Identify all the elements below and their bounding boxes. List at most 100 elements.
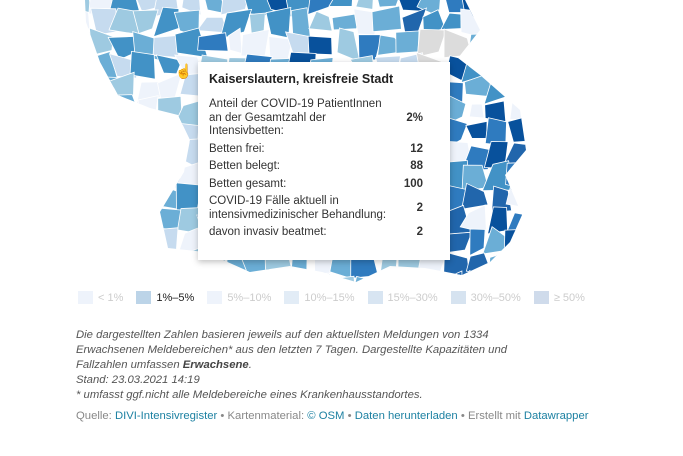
download-data-link[interactable]: Daten herunterladen: [354, 410, 458, 422]
map-region[interactable]: [352, 275, 381, 290]
map-region[interactable]: [373, 272, 407, 290]
map-region[interactable]: [328, 275, 357, 290]
map-region[interactable]: [534, 97, 553, 126]
map-region[interactable]: [155, 54, 183, 75]
legend-item-30-50[interactable]: 30%–50%: [450, 291, 521, 304]
map-region[interactable]: [70, 50, 97, 83]
map-region[interactable]: [73, 35, 89, 56]
map-region[interactable]: [132, 229, 164, 261]
legend-item-1-5[interactable]: 1%–5%: [136, 291, 194, 304]
datawrapper-link[interactable]: Datawrapper: [523, 410, 589, 422]
map-region[interactable]: [72, 7, 91, 35]
map-region[interactable]: [152, 6, 180, 38]
source-link[interactable]: DIVI-Intensivregister: [114, 410, 218, 422]
legend-item-gte50[interactable]: ≥ 50%: [533, 291, 585, 304]
map-region[interactable]: [529, 12, 558, 34]
map-region[interactable]: [117, 185, 139, 216]
map-region[interactable]: [154, 137, 185, 170]
map-region[interactable]: [358, 34, 383, 61]
map-region[interactable]: [108, 144, 141, 170]
map-region[interactable]: [135, 143, 162, 170]
map-region[interactable]: [505, 253, 533, 282]
map-region[interactable]: [174, 278, 205, 290]
map-region[interactable]: [66, 207, 92, 238]
map-region[interactable]: [491, 185, 513, 214]
map-region[interactable]: [65, 123, 92, 144]
map-region[interactable]: [239, 275, 273, 290]
map-region[interactable]: [66, 233, 92, 256]
map-region[interactable]: [509, 97, 535, 121]
map-region[interactable]: [507, 115, 534, 143]
map-region[interactable]: [65, 138, 98, 168]
map-region[interactable]: [527, 280, 554, 290]
map-region[interactable]: [503, 142, 536, 165]
map-region[interactable]: [134, 248, 162, 275]
map-region[interactable]: [328, 0, 354, 7]
map-region[interactable]: [488, 249, 514, 280]
map-region[interactable]: [527, 116, 557, 149]
map-region[interactable]: [416, 28, 447, 58]
map-region[interactable]: [461, 182, 489, 210]
map-region[interactable]: [64, 274, 96, 290]
map-region[interactable]: [400, 272, 428, 290]
map-region[interactable]: [93, 248, 119, 279]
map-region[interactable]: [64, 181, 98, 212]
map-region[interactable]: [439, 270, 463, 290]
map-region[interactable]: [355, 0, 375, 10]
map-region[interactable]: [468, 103, 485, 119]
map-region[interactable]: [505, 273, 531, 290]
map-region[interactable]: [467, 33, 486, 59]
map-region[interactable]: [240, 28, 270, 57]
map-region[interactable]: [88, 186, 117, 214]
map-region[interactable]: [133, 166, 164, 195]
map-region[interactable]: [535, 230, 559, 259]
map-region[interactable]: [197, 278, 230, 290]
osm-link[interactable]: © OSM: [307, 410, 345, 422]
map-region[interactable]: [503, 228, 536, 257]
map-region[interactable]: [505, 161, 538, 193]
map-region[interactable]: [483, 6, 509, 33]
legend-item-15-30[interactable]: 15%–30%: [367, 291, 438, 304]
map-region[interactable]: [481, 51, 516, 85]
map-region[interactable]: [306, 273, 339, 290]
map-region[interactable]: [71, 102, 99, 120]
map-region[interactable]: [528, 74, 558, 100]
map-region[interactable]: [91, 101, 116, 125]
map-region[interactable]: [129, 50, 156, 80]
map-region[interactable]: [503, 75, 537, 98]
map-region[interactable]: [91, 275, 117, 290]
map-region[interactable]: [533, 188, 559, 210]
map-region[interactable]: [132, 116, 159, 142]
map-region[interactable]: [265, 275, 295, 290]
map-region[interactable]: [374, 0, 405, 8]
map-region[interactable]: [197, 32, 229, 52]
map-region[interactable]: [484, 100, 507, 123]
map-region[interactable]: [65, 77, 99, 106]
map-region[interactable]: [109, 250, 142, 279]
map-region[interactable]: [459, 204, 487, 234]
map-region[interactable]: [137, 95, 159, 126]
map-region[interactable]: [85, 120, 119, 151]
map-region[interactable]: [72, 160, 92, 191]
map-region[interactable]: [152, 118, 180, 145]
map-region[interactable]: [138, 184, 155, 212]
map-region[interactable]: [153, 270, 186, 290]
map-region[interactable]: [490, 31, 515, 62]
map-region[interactable]: [307, 35, 333, 56]
map-region[interactable]: [506, 51, 532, 84]
map-region[interactable]: [531, 0, 556, 14]
map-region[interactable]: [88, 209, 120, 237]
legend-item-10-15[interactable]: 10%–15%: [284, 291, 355, 304]
map-region[interactable]: [465, 120, 488, 139]
map-region[interactable]: [66, 249, 95, 273]
legend-item-5-10[interactable]: 5%–10%: [207, 291, 271, 304]
map-region[interactable]: [336, 27, 361, 63]
map-region[interactable]: [419, 272, 446, 290]
map-region[interactable]: [157, 95, 183, 128]
map-region[interactable]: [395, 30, 420, 54]
map-region[interactable]: [108, 94, 142, 119]
map-region[interactable]: [331, 12, 361, 31]
map-region[interactable]: [533, 165, 549, 187]
map-region[interactable]: [219, 8, 253, 40]
map-region[interactable]: [86, 230, 119, 258]
